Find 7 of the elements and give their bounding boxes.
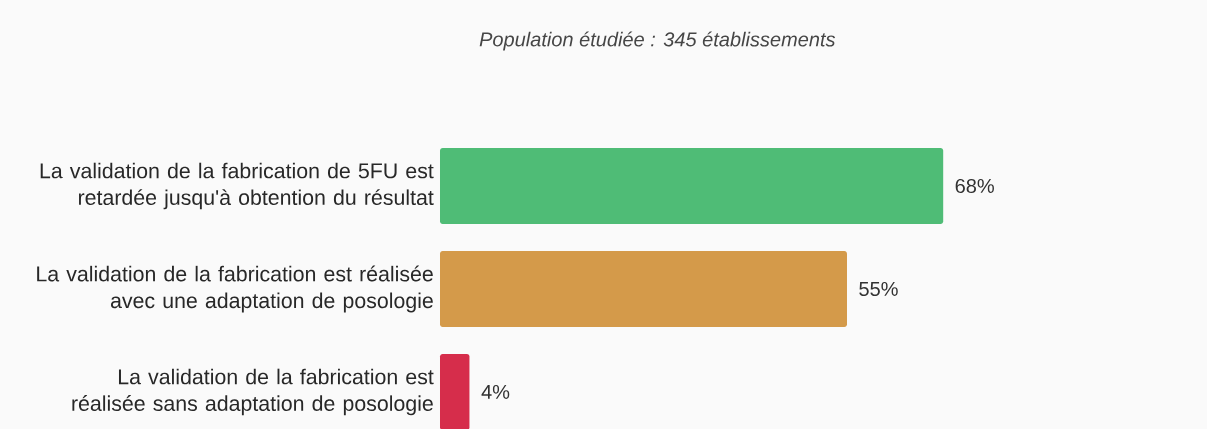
data-label: 55% — [859, 281, 898, 296]
data-label: 68% — [955, 178, 994, 194]
data-label: 4% — [481, 384, 510, 399]
y-tick-label: La validation de la fabrication de 5FU est retardée jusqu'à obtention du résultat — [40, 162, 434, 210]
y-tick-label: La validation de la fabrication est réalisée avec une adaptation de posologie — [37, 265, 433, 313]
y-tick-label: La validation de la fabrication est réalisée sans adaptation de posologie — [72, 368, 434, 416]
chart-title: Population étudiée : 345 établissements — [479, 31, 836, 51]
